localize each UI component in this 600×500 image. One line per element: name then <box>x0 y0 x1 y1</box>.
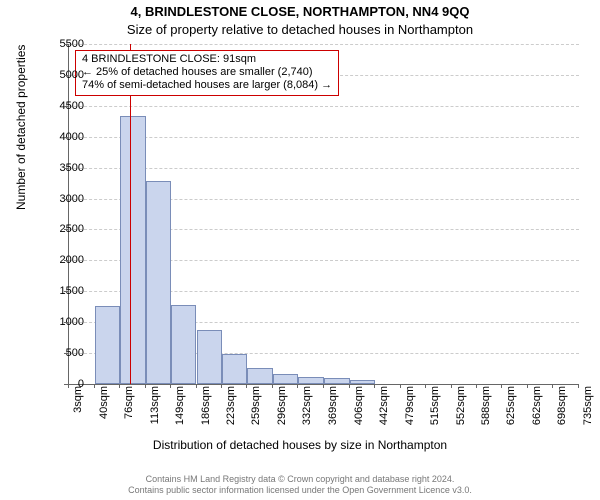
x-tick-label: 223sqm <box>225 386 237 425</box>
x-tick-label: 332sqm <box>301 386 313 425</box>
bar <box>120 116 146 384</box>
bar <box>324 378 350 384</box>
y-tick-mark <box>64 168 68 169</box>
x-tick-mark <box>297 384 298 388</box>
y-tick-mark <box>64 229 68 230</box>
x-tick-label: 259sqm <box>250 386 262 425</box>
chart-container: 4, BRINDLESTONE CLOSE, NORTHAMPTON, NN4 … <box>0 0 600 500</box>
x-tick-label: 735sqm <box>582 386 594 425</box>
y-tick-mark <box>64 199 68 200</box>
chart-title-line1: 4, BRINDLESTONE CLOSE, NORTHAMPTON, NN4 … <box>0 4 600 19</box>
x-tick-mark <box>400 384 401 388</box>
chart-title-line2: Size of property relative to detached ho… <box>0 22 600 37</box>
x-tick-label: 369sqm <box>327 386 339 425</box>
x-tick-mark <box>527 384 528 388</box>
x-tick-mark <box>68 384 69 388</box>
bar <box>171 305 197 384</box>
x-tick-label: 442sqm <box>378 386 390 425</box>
x-tick-label: 479sqm <box>404 386 416 425</box>
y-tick-label: 500 <box>66 347 84 359</box>
x-tick-label: 40sqm <box>98 386 110 419</box>
x-tick-label: 406sqm <box>353 386 365 425</box>
x-tick-mark <box>476 384 477 388</box>
bar <box>298 377 324 384</box>
bar <box>146 181 171 384</box>
bar <box>95 306 120 384</box>
annotation-line1: 4 BRINDLESTONE CLOSE: 91sqm <box>82 53 332 66</box>
x-tick-mark <box>323 384 324 388</box>
y-axis-label: Number of detached properties <box>14 45 28 210</box>
x-tick-label: 186sqm <box>200 386 212 425</box>
x-tick-label: 515sqm <box>429 386 441 425</box>
bar <box>197 330 223 384</box>
x-tick-mark <box>374 384 375 388</box>
y-tick-mark <box>64 322 68 323</box>
x-tick-mark <box>451 384 452 388</box>
y-tick-mark <box>64 137 68 138</box>
x-tick-label: 113sqm <box>149 386 161 424</box>
y-tick-mark <box>64 44 68 45</box>
x-tick-label: 149sqm <box>174 386 186 425</box>
bar <box>247 368 273 384</box>
x-tick-mark <box>272 384 273 388</box>
x-tick-mark <box>349 384 350 388</box>
annotation-line2: ← 25% of detached houses are smaller (2,… <box>82 66 332 79</box>
y-tick-mark <box>64 106 68 107</box>
y-tick-mark <box>64 260 68 261</box>
x-tick-mark <box>170 384 171 388</box>
x-tick-mark <box>425 384 426 388</box>
x-tick-label: 76sqm <box>123 386 135 419</box>
bar <box>273 374 298 384</box>
x-tick-label: 588sqm <box>480 386 492 425</box>
footer-line1: Contains HM Land Registry data © Crown c… <box>0 474 600 485</box>
x-tick-label: 662sqm <box>531 386 543 425</box>
x-axis-label: Distribution of detached houses by size … <box>0 438 600 452</box>
x-tick-label: 296sqm <box>276 386 288 425</box>
x-tick-mark <box>246 384 247 388</box>
gridline <box>69 44 579 45</box>
footer-line2: Contains public sector information licen… <box>0 485 600 496</box>
x-tick-mark <box>119 384 120 388</box>
x-tick-mark <box>145 384 146 388</box>
x-tick-label: 698sqm <box>556 386 568 425</box>
x-tick-label: 3sqm <box>72 386 84 413</box>
x-tick-mark <box>578 384 579 388</box>
x-tick-mark <box>501 384 502 388</box>
annotation-line3: 74% of semi-detached houses are larger (… <box>82 79 332 92</box>
footer: Contains HM Land Registry data © Crown c… <box>0 474 600 496</box>
x-tick-mark <box>94 384 95 388</box>
x-tick-label: 552sqm <box>455 386 467 425</box>
bar <box>350 380 375 384</box>
x-tick-mark <box>196 384 197 388</box>
x-tick-label: 625sqm <box>505 386 517 425</box>
y-tick-mark <box>64 75 68 76</box>
bar <box>222 354 247 384</box>
plot-area: 4 BRINDLESTONE CLOSE: 91sqm ← 25% of det… <box>68 44 579 385</box>
annotation-box: 4 BRINDLESTONE CLOSE: 91sqm ← 25% of det… <box>75 50 339 96</box>
x-tick-mark <box>221 384 222 388</box>
x-tick-mark <box>552 384 553 388</box>
gridline <box>69 106 579 107</box>
y-tick-mark <box>64 353 68 354</box>
y-tick-mark <box>64 291 68 292</box>
